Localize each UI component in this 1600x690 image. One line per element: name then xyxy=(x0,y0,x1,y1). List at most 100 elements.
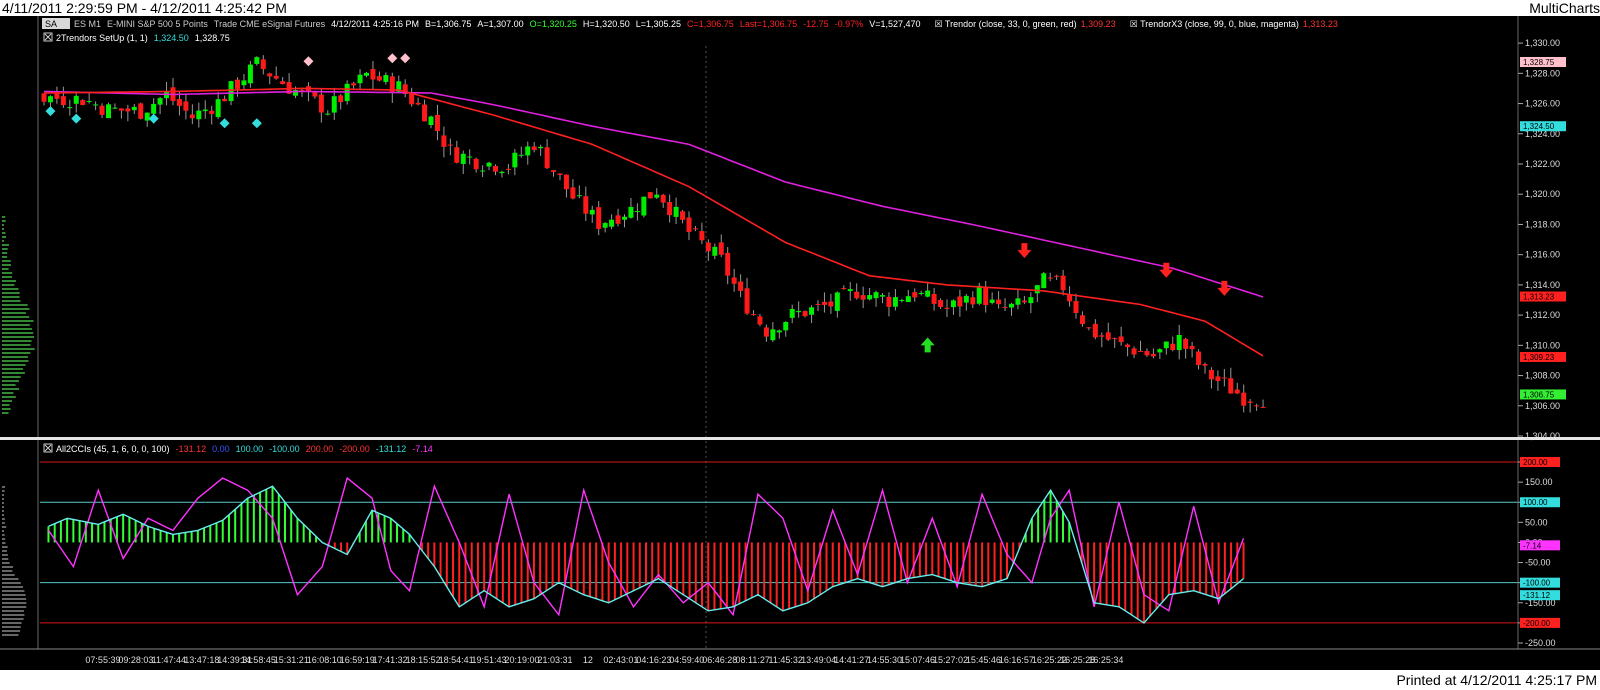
candle-body xyxy=(757,316,763,325)
candle-body xyxy=(667,202,673,216)
price-tick-label: 1,308.00 xyxy=(1525,371,1560,381)
time-tick-label: 14:55:30 xyxy=(867,655,902,665)
candle-body xyxy=(725,252,731,276)
volume-bar xyxy=(2,506,4,508)
pane-separator[interactable] xyxy=(0,437,1600,440)
candle-body xyxy=(892,297,898,307)
volume-bar xyxy=(2,356,28,358)
volume-bar xyxy=(2,376,21,378)
candle-body xyxy=(622,216,627,220)
candle-body xyxy=(325,113,331,115)
study-value: 1,313.23 xyxy=(1303,19,1338,29)
cci-tag xyxy=(1520,540,1560,551)
candle-body xyxy=(376,76,382,81)
cci-tag-label: -100.00 xyxy=(1523,579,1551,588)
candle-body xyxy=(989,299,995,303)
candle-body xyxy=(299,90,305,92)
time-tick-label: 16:59:19 xyxy=(340,655,375,665)
volume-bar xyxy=(2,634,19,636)
cci-tick-label: 150.00 xyxy=(1525,477,1553,487)
price-tick-label: 1,324.00 xyxy=(1525,129,1560,139)
time-tick-label: 21:03:31 xyxy=(537,655,572,665)
candle-body xyxy=(705,242,711,252)
candle-body xyxy=(886,296,892,307)
volume-bar xyxy=(2,490,5,492)
candle-body xyxy=(157,98,163,105)
price-tag-label: 1,324.50 xyxy=(1523,122,1555,131)
candle-body xyxy=(1157,349,1163,353)
candle-body xyxy=(86,100,92,103)
candle-body xyxy=(1086,327,1092,329)
cci-pane[interactable] xyxy=(47,476,1245,624)
volume-bar xyxy=(2,614,25,616)
candle-body xyxy=(925,290,931,297)
candle-body xyxy=(673,206,679,217)
volume-bar xyxy=(2,522,5,524)
time-tick-label: 16:25:34 xyxy=(1088,655,1123,665)
cci-tick-label: -50.00 xyxy=(1525,558,1551,568)
time-tick-label: 08:11:27 xyxy=(736,655,770,665)
candle-body xyxy=(54,92,60,99)
volume-bar xyxy=(2,498,4,500)
volume-bar xyxy=(2,388,20,390)
study-value: 1,309.23 xyxy=(1081,19,1116,29)
study-value: 200.00 xyxy=(306,444,334,454)
candle-body xyxy=(486,162,492,167)
time-tick-label: 15:27:02 xyxy=(933,655,968,665)
volume-bar xyxy=(2,328,32,330)
sell-arrow-marker xyxy=(1159,262,1174,278)
cci-tag-label: -131.12 xyxy=(1523,591,1551,600)
volume-bar xyxy=(2,292,20,294)
study-value: -7.14 xyxy=(412,444,433,454)
candle-body xyxy=(692,228,698,230)
volume-bar xyxy=(2,252,8,254)
time-tick-label: 14:39:31 xyxy=(217,655,252,665)
candle-body xyxy=(441,135,447,147)
volume-bar xyxy=(2,336,35,338)
time-tick-label: 16:25:28 xyxy=(1060,655,1095,665)
volume-bar xyxy=(2,514,4,516)
header-field: L=1,305.25 xyxy=(636,19,681,29)
sa-badge[interactable] xyxy=(42,18,70,29)
time-tick-label: 16:08:10 xyxy=(307,655,342,665)
chart-window[interactable]: 1,330.00 1,328.00 1,326.00 1,324.00 1,322.00… xyxy=(0,16,1600,670)
study-checkbox[interactable] xyxy=(43,32,53,42)
candle-body xyxy=(196,110,202,120)
buy-diamond-marker xyxy=(251,118,262,129)
time-tick-label: 11:47:44 xyxy=(152,655,186,665)
time-tick-label: 14:58:45 xyxy=(241,655,276,665)
candle-body xyxy=(512,152,518,168)
volume-bar xyxy=(2,602,27,604)
candle-body xyxy=(602,223,608,228)
candle-body xyxy=(1028,297,1034,304)
candle-body xyxy=(1021,300,1027,303)
candle-body xyxy=(1125,344,1131,348)
volume-bar xyxy=(2,264,11,266)
candle-body xyxy=(80,100,86,106)
header-field: -12.75 xyxy=(803,19,829,29)
candle-body xyxy=(789,308,795,318)
candle-body xyxy=(544,147,550,169)
candle-body xyxy=(125,108,131,112)
candle-body xyxy=(1002,306,1008,308)
candle-body xyxy=(47,96,53,103)
axes-layer: 1,330.00 1,328.00 1,326.00 1,324.00 1,322.00… xyxy=(0,16,1600,665)
candle-body xyxy=(563,174,569,190)
price-pane[interactable] xyxy=(41,53,1266,413)
cci-checkbox[interactable] xyxy=(43,443,53,453)
candle-body xyxy=(1176,335,1182,351)
candle-body xyxy=(293,90,299,96)
candle-body xyxy=(576,195,582,197)
price-tick-label: 1,328.00 xyxy=(1525,68,1560,78)
candle-body xyxy=(1208,369,1214,380)
candle-body xyxy=(1247,401,1253,403)
candle-body xyxy=(235,79,240,89)
candle-body xyxy=(415,102,421,105)
volume-bar xyxy=(2,494,4,496)
candle-body xyxy=(1170,343,1176,351)
time-tick-label: 18:15:52 xyxy=(406,655,441,665)
candle-body xyxy=(460,153,466,164)
volume-bar xyxy=(2,352,31,354)
time-tick-label: 13:49:04 xyxy=(801,655,836,665)
cci-tag-label: -7.14 xyxy=(1523,541,1542,550)
